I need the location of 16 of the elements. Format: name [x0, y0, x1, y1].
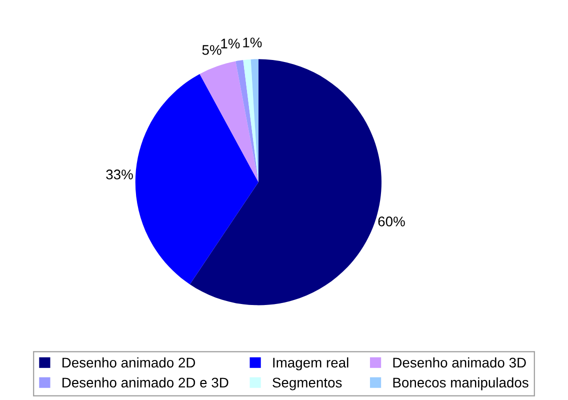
legend-label: Desenho animado 2D e 3D	[62, 377, 228, 388]
data-label: 5%	[202, 45, 222, 55]
pie-slice	[200, 61, 258, 182]
pie-slice	[243, 59, 258, 182]
data-label: 60%	[378, 216, 405, 226]
pie-slice	[250, 59, 258, 182]
legend-label: Desenho animado 3D	[393, 357, 526, 368]
legend-label: Bonecos manipulados	[393, 377, 528, 390]
legend-label: Segmentos	[272, 378, 342, 390]
data-label: 1%	[221, 38, 240, 48]
data-label: 33%	[106, 170, 133, 180]
legend-label: Desenho animado 2D	[62, 357, 196, 368]
pie-slice	[236, 60, 258, 182]
pie-slice	[135, 74, 258, 284]
data-label: 1%	[243, 38, 262, 48]
legend-label: Imagem real	[273, 357, 348, 370]
